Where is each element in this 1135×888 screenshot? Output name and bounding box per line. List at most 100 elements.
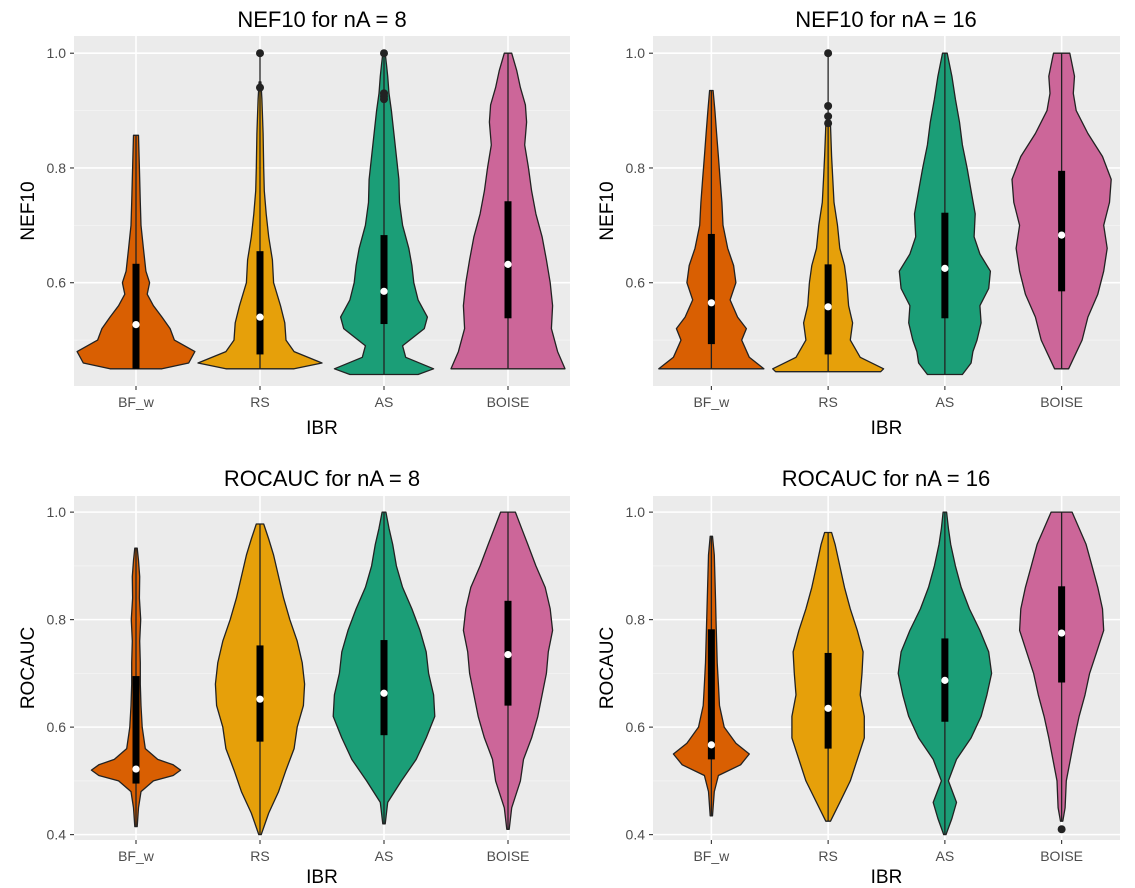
y-axis-title: ROCAUC xyxy=(18,627,39,709)
outlier-point xyxy=(380,89,388,98)
median-point xyxy=(504,260,512,268)
panel-title: NEF10 for nA = 16 xyxy=(795,7,977,32)
violin-BF_w xyxy=(658,89,765,370)
iqr-box xyxy=(707,233,715,345)
y-tick-label: 0.8 xyxy=(47,160,67,176)
y-tick-label: 1.0 xyxy=(47,45,67,61)
violin-BF_w xyxy=(90,547,182,828)
iqr-box xyxy=(504,201,512,319)
median-point xyxy=(256,695,264,703)
x-tick-label: BOISE xyxy=(487,848,530,864)
outlier-point xyxy=(380,49,388,58)
violin-RS xyxy=(772,49,885,373)
y-axis-title: ROCAUC xyxy=(597,627,618,709)
iqr-box xyxy=(132,676,140,784)
median-point xyxy=(941,264,949,272)
x-tick-label: BOISE xyxy=(487,394,530,410)
violin-AS xyxy=(332,511,436,825)
y-tick-label: 0.4 xyxy=(47,827,67,843)
median-point xyxy=(504,650,512,659)
iqr-box xyxy=(256,645,264,742)
y-tick-label: 1.0 xyxy=(47,504,67,520)
y-axis-title: NEF10 xyxy=(18,181,39,240)
y-tick-label: 0.8 xyxy=(47,612,67,628)
x-tick-label: BF_w xyxy=(693,394,730,410)
outlier-point xyxy=(824,49,833,58)
x-axis-title: IBR xyxy=(306,867,338,888)
y-tick-label: 0.8 xyxy=(626,160,646,176)
violin-BOISE xyxy=(1018,511,1105,834)
iqr-box xyxy=(256,251,264,355)
violin-BF_w xyxy=(672,535,750,817)
median-point xyxy=(380,689,388,697)
y-tick-label: 0.6 xyxy=(47,275,67,291)
median-point xyxy=(824,303,832,311)
x-tick-label: AS xyxy=(936,394,955,410)
violin-AS xyxy=(898,52,992,376)
chart-panel-4: 0.4 0.6 0.8 1.0 BF_w RS AS BOISE ROCAUC for nA =… xyxy=(597,466,1120,888)
y-tick-label: 0.6 xyxy=(626,719,646,735)
y-tick-label: 1.0 xyxy=(626,45,646,61)
x-axis-title: IBR xyxy=(306,418,338,439)
iqr-box xyxy=(1058,170,1066,292)
x-tick-label: RS xyxy=(818,394,837,410)
violin-RS xyxy=(197,49,323,370)
y-tick-label: 0.8 xyxy=(626,612,646,628)
violin-BOISE xyxy=(1011,52,1112,370)
chart-panel-3: 0.4 0.6 0.8 1.0 BF_w RS AS BOISE ROCAUC for nA =… xyxy=(18,466,570,888)
x-axis-title: IBR xyxy=(871,418,903,439)
x-tick-label: BOISE xyxy=(1040,848,1083,864)
y-tick-label: 1.0 xyxy=(626,504,646,520)
x-tick-label: RS xyxy=(250,394,269,410)
outlier-point xyxy=(256,83,264,92)
outlier-point xyxy=(824,102,833,110)
median-point xyxy=(1058,629,1066,637)
iqr-box xyxy=(380,640,388,736)
panel-title: ROCAUC for nA = 16 xyxy=(782,466,990,491)
outlier-point xyxy=(824,119,833,128)
median-point xyxy=(380,287,388,295)
iqr-box xyxy=(380,235,388,325)
iqr-box xyxy=(707,629,715,760)
x-tick-label: BF_w xyxy=(693,848,730,864)
violin-AS xyxy=(897,511,993,836)
violin-RS xyxy=(214,523,306,836)
median-point xyxy=(707,741,715,749)
y-tick-label: 0.6 xyxy=(47,719,67,735)
iqr-box xyxy=(132,263,140,369)
y-tick-label: 0.6 xyxy=(626,275,646,291)
violin-BOISE xyxy=(462,511,554,830)
chart-panel-2: 0.6 0.8 1.0 BF_w RS AS BOISE NEF10 for nA = 16 I… xyxy=(597,7,1120,439)
chart-panel-1: 0.6 0.8 1.0 BF_w RS AS BOISE NEF10 for nA = 8 IB… xyxy=(18,7,570,439)
outlier-point xyxy=(824,112,833,121)
x-tick-label: RS xyxy=(250,848,269,864)
violin-RS xyxy=(791,531,865,822)
x-tick-label: AS xyxy=(375,848,394,864)
outlier-point xyxy=(1057,825,1066,834)
violin-AS xyxy=(333,49,435,376)
x-tick-label: RS xyxy=(818,848,837,864)
x-tick-label: AS xyxy=(936,848,955,864)
panel-title: NEF10 for nA = 8 xyxy=(237,7,406,32)
median-point xyxy=(1058,231,1066,239)
median-point xyxy=(941,676,949,684)
x-tick-label: BOISE xyxy=(1040,394,1083,410)
y-axis-title: NEF10 xyxy=(597,181,618,240)
x-axis-title: IBR xyxy=(871,867,903,888)
x-tick-label: AS xyxy=(375,394,394,410)
median-point xyxy=(707,299,715,307)
violin-BF_w xyxy=(76,134,196,370)
median-point xyxy=(824,704,832,712)
median-point xyxy=(132,321,140,329)
x-tick-label: BF_w xyxy=(118,394,155,410)
y-tick-label: 0.4 xyxy=(626,827,646,843)
panel-title: ROCAUC for nA = 8 xyxy=(224,466,420,491)
violin-BOISE xyxy=(450,52,566,370)
median-point xyxy=(256,313,264,321)
median-point xyxy=(132,765,140,773)
outlier-point xyxy=(256,49,264,58)
x-tick-label: BF_w xyxy=(118,848,155,864)
iqr-box xyxy=(824,652,832,749)
